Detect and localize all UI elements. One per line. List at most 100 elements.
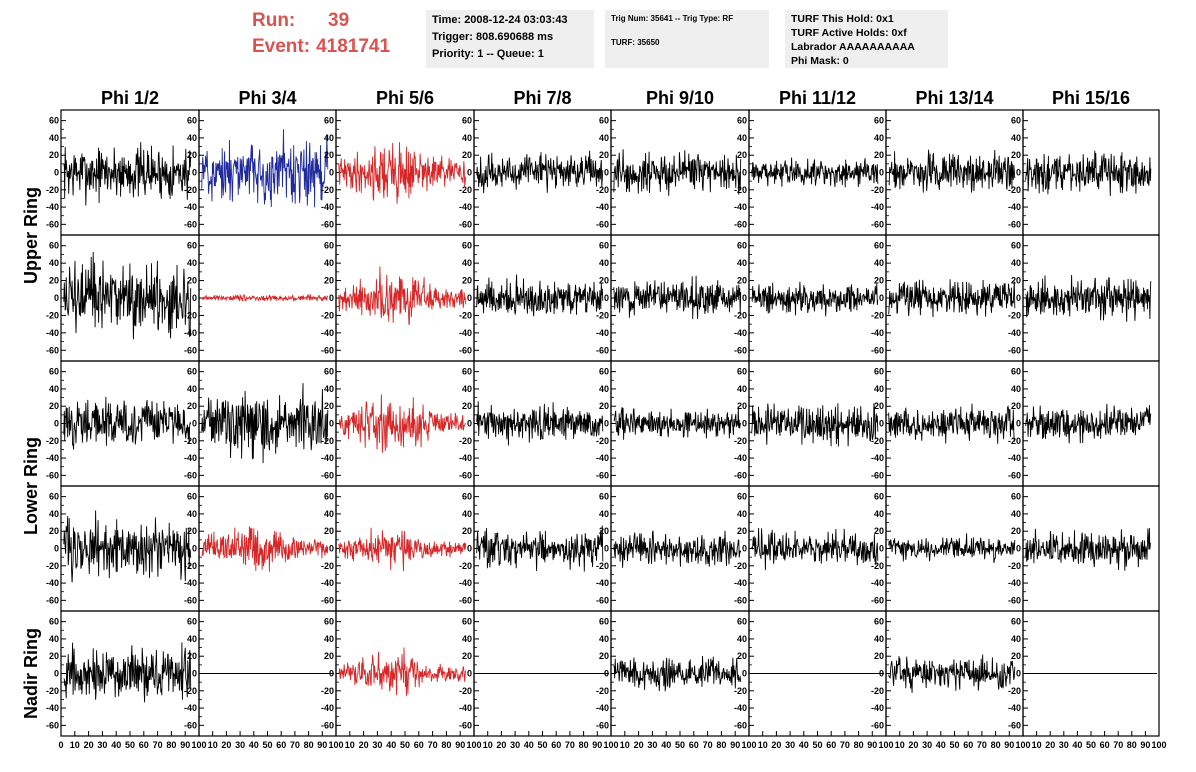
y-tick-label: 60 (49, 492, 59, 502)
y-tick-label: -60 (871, 219, 884, 229)
x-tick-label: 100 (741, 740, 756, 750)
y-tick-label: -20 (871, 561, 884, 571)
y-tick-label: 20 (874, 651, 884, 661)
y-tick-label: 60 (324, 241, 334, 251)
x-tick-label: 50 (537, 740, 547, 750)
y-tick-label: 0 (879, 293, 884, 303)
y-tick-label: -60 (321, 345, 334, 355)
y-tick-label: 60 (1011, 617, 1021, 627)
x-tick-label: 60 (826, 740, 836, 750)
x-tick-label: 80 (304, 740, 314, 750)
y-tick-label: -60 (734, 595, 747, 605)
y-tick-label: -60 (321, 470, 334, 480)
y-tick-label: 40 (874, 384, 884, 394)
y-tick-label: -40 (734, 328, 747, 338)
y-tick-label: 60 (49, 617, 59, 627)
y-tick-label: 60 (324, 116, 334, 126)
y-tick-label: -20 (184, 686, 197, 696)
y-tick-label: -60 (596, 219, 609, 229)
y-tick-label: 40 (462, 509, 472, 519)
y-tick-label: 20 (187, 276, 197, 286)
y-tick-label: 20 (599, 526, 609, 536)
waveform-trace (476, 150, 604, 194)
y-tick-label: -40 (321, 453, 334, 463)
y-tick-label: 40 (49, 634, 59, 644)
y-tick-label: 0 (604, 669, 609, 679)
y-tick-label: 0 (467, 293, 472, 303)
run-event-box: Run: 39 Event: 4181741 (252, 8, 390, 60)
y-tick-label: -40 (734, 453, 747, 463)
x-tick-label: 20 (908, 740, 918, 750)
y-tick-label: -60 (321, 219, 334, 229)
y-tick-label: 40 (737, 634, 747, 644)
x-tick-label: 60 (276, 740, 286, 750)
y-tick-label: 60 (462, 367, 472, 377)
x-tick-label: 50 (262, 740, 272, 750)
y-tick-label: -40 (871, 578, 884, 588)
waveform-trace (201, 525, 329, 572)
x-tick-label: 50 (1086, 740, 1096, 750)
y-tick-label: 40 (1011, 384, 1021, 394)
waveform-trace (63, 510, 192, 583)
y-tick-label: -40 (871, 453, 884, 463)
y-tick-label: 20 (737, 276, 747, 286)
y-tick-label: -40 (1008, 578, 1021, 588)
y-tick-label: -60 (596, 595, 609, 605)
x-tick-label: 90 (1140, 740, 1150, 750)
y-tick-label: -20 (871, 436, 884, 446)
y-tick-label: 20 (462, 150, 472, 160)
y-tick-label: -20 (596, 436, 609, 446)
y-tick-label: 40 (874, 509, 884, 519)
y-tick-label: -60 (1008, 720, 1021, 730)
y-tick-label: 60 (599, 492, 609, 502)
y-tick-label: 0 (192, 419, 197, 429)
waveform-trace (888, 279, 1016, 318)
waveform-trace (63, 142, 192, 206)
y-tick-label: -40 (596, 328, 609, 338)
event-row: Event: 4181741 (252, 34, 390, 60)
column-title: Phi 5/6 (376, 88, 434, 108)
x-tick-label: 50 (125, 740, 135, 750)
y-tick-label: 60 (462, 116, 472, 126)
y-tick-label: 60 (324, 617, 334, 627)
y-tick-label: -60 (46, 219, 59, 229)
y-tick-label: -20 (459, 436, 472, 446)
y-tick-label: 20 (599, 401, 609, 411)
y-tick-label: -20 (596, 561, 609, 571)
y-tick-label: 20 (324, 150, 334, 160)
y-tick-label: -60 (734, 720, 747, 730)
trig-info-box: Trig Num: 35641 -- Trig Type: RF TURF: 3… (605, 10, 769, 68)
y-tick-label: 40 (187, 509, 197, 519)
y-tick-label: -20 (1008, 185, 1021, 195)
y-tick-label: -60 (46, 470, 59, 480)
y-tick-label: 20 (599, 651, 609, 661)
y-tick-label: -40 (871, 202, 884, 212)
x-tick-label: 40 (1072, 740, 1082, 750)
y-tick-label: 20 (737, 401, 747, 411)
y-tick-label: -60 (459, 470, 472, 480)
y-tick-label: -60 (459, 219, 472, 229)
labrador-text: Labrador AAAAAAAAAA (791, 41, 915, 53)
y-tick-label: 40 (187, 384, 197, 394)
x-tick-label: 10 (70, 740, 80, 750)
y-tick-label: -60 (321, 720, 334, 730)
x-tick-label: 60 (414, 740, 424, 750)
y-tick-label: -20 (1008, 686, 1021, 696)
trig-text: Trig Num: 35641 -- Trig Type: RF (611, 14, 734, 23)
y-tick-label: -40 (321, 703, 334, 713)
y-tick-label: 60 (737, 367, 747, 377)
waveform-trace (751, 527, 879, 571)
y-tick-label: 0 (879, 669, 884, 679)
y-tick-label: 20 (874, 401, 884, 411)
y-tick-label: -60 (184, 470, 197, 480)
x-tick-label: 90 (867, 740, 877, 750)
y-tick-label: 20 (187, 150, 197, 160)
x-tick-label: 100 (1151, 740, 1166, 750)
x-tick-label: 20 (771, 740, 781, 750)
waveform-trace (476, 274, 604, 317)
y-tick-label: -20 (459, 561, 472, 571)
y-tick-label: -20 (459, 310, 472, 320)
y-tick-label: 40 (599, 384, 609, 394)
waveform-trace (613, 530, 742, 568)
x-tick-label: 100 (191, 740, 206, 750)
